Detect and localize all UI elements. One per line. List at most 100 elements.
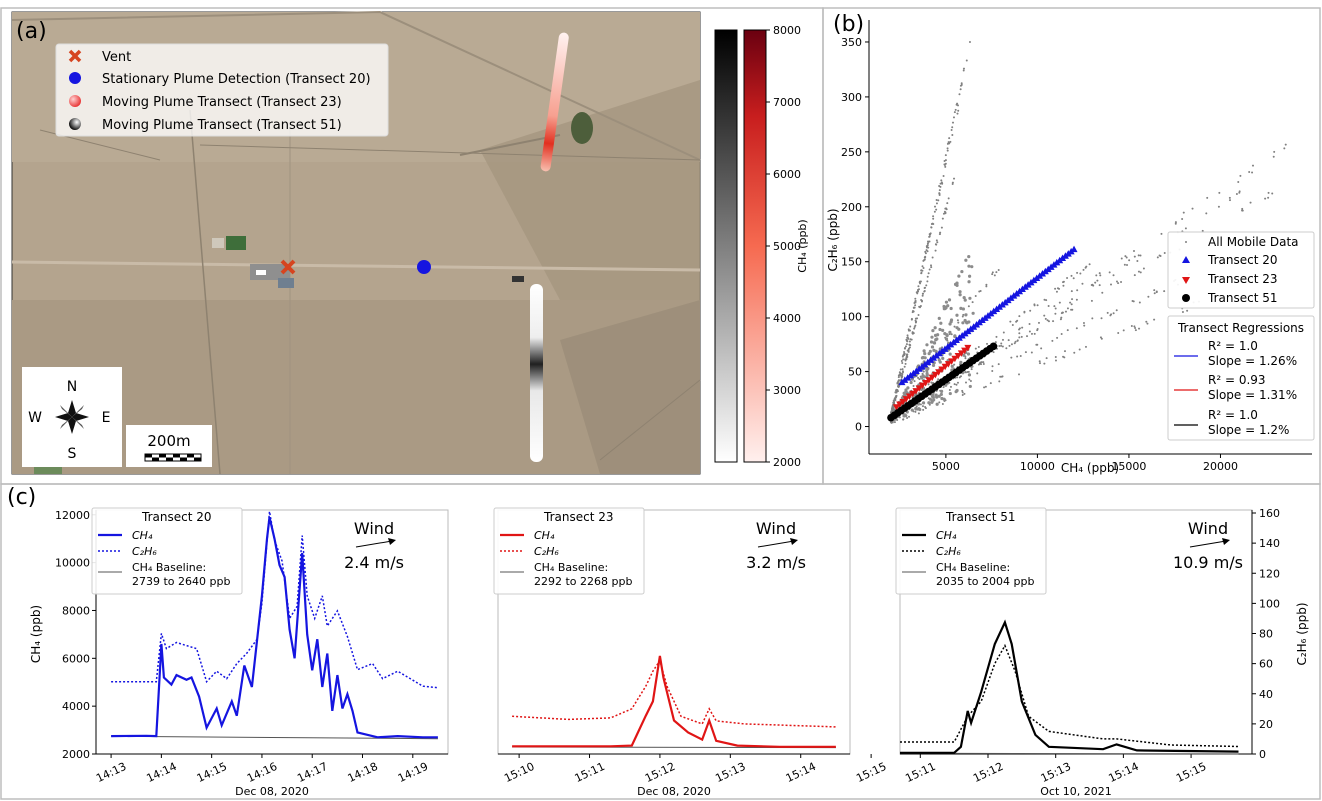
scatter-point-all: [965, 381, 968, 384]
scatter-point-all: [951, 121, 954, 124]
scatter-point-all: [1060, 332, 1063, 335]
scatter-point-all: [991, 273, 994, 276]
scatter-point-all: [908, 343, 911, 346]
scatter-point-all: [913, 306, 916, 309]
svg-text:CH₄ Baseline:: CH₄ Baseline:: [534, 561, 608, 574]
ts-date: Oct 10, 2021: [1040, 785, 1112, 798]
scatter-point-all: [900, 359, 903, 362]
scatter-point-all: [949, 318, 954, 322]
scatter-point-all: [929, 340, 934, 344]
scatter-point-all: [902, 391, 906, 395]
scatter-point-all: [941, 346, 944, 349]
scatter-point-all: [1018, 373, 1021, 376]
ts-xtick-label: 15:15: [854, 760, 888, 785]
scatter-point-all: [898, 379, 901, 382]
scatter-point-all: [939, 392, 943, 397]
scatter-point-all: [946, 304, 950, 308]
scatter-point-all: [930, 264, 933, 267]
scatter-point-all: [1117, 282, 1120, 285]
legend-stationary-label: Stationary Plume Detection (Transect 20): [102, 72, 371, 87]
compass-e: E: [102, 410, 111, 426]
scatter-point-all: [1062, 280, 1065, 283]
ts-ytick-left-label: 6000: [62, 652, 90, 665]
scatter-point-all: [952, 116, 955, 119]
scatter-point-all: [924, 286, 927, 289]
scatter-point-all: [932, 341, 936, 345]
scatter-point-all: [955, 383, 958, 386]
ts-xtick-label: 14:14: [144, 760, 178, 785]
scatter-point-all: [935, 402, 939, 406]
panel-a-label: (a): [16, 19, 47, 44]
scatter-point-all: [1271, 192, 1274, 195]
scatter-point-all: [967, 320, 971, 324]
legend-stationary-icon: [69, 72, 81, 84]
legend-transect-20-icon: [1182, 256, 1190, 263]
scatter-point-all: [892, 399, 895, 402]
scatter-point-all: [1070, 303, 1073, 306]
scatter-point-all: [1125, 256, 1128, 259]
scatter-point-all: [918, 305, 921, 308]
svg-text:2739 to 2640 ppb: 2739 to 2640 ppb: [132, 575, 230, 588]
scatter-point-all: [910, 318, 913, 321]
scatter-point-all: [917, 285, 920, 288]
scatter-point-all: [977, 346, 980, 349]
scatter-point-all: [1066, 276, 1069, 279]
scatter-point-all: [901, 362, 904, 365]
scatter-point-all: [1241, 207, 1244, 210]
scatter-point-all: [1120, 257, 1123, 260]
scatter-point-transect-20: [1070, 245, 1078, 253]
map-legend: Vent Stationary Plume Detection (Transec…: [55, 43, 389, 137]
scatter-point-all: [934, 249, 937, 252]
scatter-point-all: [917, 376, 920, 379]
scatter-point-all: [921, 355, 925, 360]
scatter-point-all: [944, 300, 949, 304]
scatter-point-all: [998, 380, 1001, 383]
scatter-point-all: [925, 284, 928, 287]
legend-transect-23-icon: [69, 95, 81, 107]
scatter-point-all: [1206, 196, 1209, 199]
scatter-point-all: [932, 223, 935, 226]
scatter-point-all: [1132, 300, 1135, 303]
scatter-point-all: [1110, 313, 1113, 316]
ts-wind-label: Wind: [354, 519, 394, 538]
scatter-point-all: [1095, 274, 1098, 277]
scatter-point-all: [943, 210, 946, 213]
scatter-point-all: [1251, 164, 1254, 167]
ts-ylabel-left: CH₄ (ppb): [29, 605, 43, 663]
scatter-point-all: [991, 271, 994, 274]
scatter-point-all: [956, 112, 959, 115]
scatter-point-all: [964, 313, 968, 317]
scatter-point-all: [940, 179, 943, 182]
scatter-point-all: [1072, 277, 1075, 280]
scatter-point-all: [1284, 143, 1287, 146]
scatter-point-all: [893, 398, 896, 401]
scatter-point-all: [931, 329, 935, 333]
scatter-point-all: [904, 362, 907, 365]
scatter-point-transect-23: [931, 371, 939, 379]
scatter-point-all: [938, 327, 942, 332]
scatter-point-all: [917, 407, 921, 411]
scatter-point-all: [1235, 192, 1238, 195]
scatter-point-all: [1075, 298, 1078, 301]
scatter-point-all: [1241, 209, 1244, 212]
scatter-point-all: [913, 380, 916, 383]
scatter-point-all: [959, 306, 963, 310]
scatter-point-all: [923, 258, 926, 261]
legend-transect-23-icon-b: [1182, 277, 1190, 284]
scatter-point-all: [958, 290, 962, 294]
scatter-point-all: [968, 378, 971, 381]
regression-2-slope: Slope = 1.2%: [1208, 423, 1289, 437]
scatter-point-all: [920, 269, 923, 272]
regression-1-slope: Slope = 1.31%: [1208, 388, 1297, 402]
scatter-point-transect-23: [948, 358, 956, 365]
scatter-point-all: [1267, 196, 1270, 199]
scatter-point-all: [930, 266, 933, 269]
scatter-point-all: [1016, 355, 1019, 358]
scatter-point-all: [942, 386, 945, 389]
scatter-point-all: [1001, 345, 1004, 348]
scatter-point-all: [962, 295, 966, 300]
scatter-point-all: [895, 389, 898, 392]
scatter-point-all: [1153, 289, 1156, 292]
ts-xtick-label: 15:11: [573, 760, 607, 785]
scatter-point-all: [968, 384, 972, 389]
